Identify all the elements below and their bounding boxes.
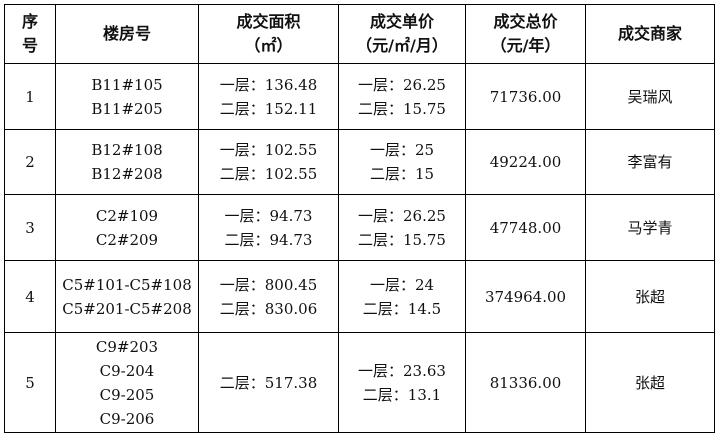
cell-building: C2#109 C2#209 xyxy=(55,194,199,261)
cell-text: C2#209 xyxy=(95,230,159,249)
header-serial: 序号 xyxy=(4,4,56,64)
header-text: 成交商家 xyxy=(617,24,682,43)
cell-text: 二层：14.5 xyxy=(362,299,442,318)
cell-text: 二层：94.73 xyxy=(224,230,313,249)
header-total-price: 成交总价 （元/年） xyxy=(465,4,586,64)
cell-text: C9#203 xyxy=(95,337,159,356)
cell-text: 李富有 xyxy=(627,153,673,171)
cell-unit-price: 一层：26.25 二层：15.75 xyxy=(338,194,466,261)
header-text: 成交面积 xyxy=(236,12,301,31)
table-row: 1 B11#105 B11#205 一层：136.48 二层：152.11 一层：26.2… xyxy=(4,63,715,130)
cell-text: B11#105 xyxy=(91,75,163,94)
cell-text: 马学青 xyxy=(627,218,673,237)
cell-text: 一层：23.63 xyxy=(358,361,446,380)
cell-text: 4 xyxy=(25,287,35,306)
cell-merchant: 张超 xyxy=(585,332,715,433)
cell-area: 一层：136.48 二层：152.11 xyxy=(198,63,339,130)
cell-total: 71736.00 xyxy=(465,63,586,130)
table-row: 2 B12#108 B12#208 一层：102.55 二层：102.55 一层：25 二层… xyxy=(4,129,715,195)
cell-text: 二层：15.75 xyxy=(358,230,446,249)
cell-merchant: 李富有 xyxy=(585,129,715,195)
cell-text: 81336.00 xyxy=(489,373,562,392)
cell-no: 1 xyxy=(4,63,56,130)
header-text: 号 xyxy=(21,36,38,55)
header-text: 序 xyxy=(21,12,38,31)
cell-text: B11#205 xyxy=(91,99,163,118)
cell-text: 二层：517.38 xyxy=(219,373,318,392)
cell-text: 一层：102.55 xyxy=(219,141,318,159)
cell-text: 47748.00 xyxy=(489,218,562,237)
table-row: 4 C5#101-C5#108 C5#201-C5#208 一层：800.45 二层：8… xyxy=(4,260,715,333)
cell-unit-price: 一层：24 二层：14.5 xyxy=(338,260,466,333)
cell-text: 71736.00 xyxy=(489,87,562,106)
cell-total: 81336.00 xyxy=(465,332,586,433)
cell-no: 5 xyxy=(4,332,56,433)
cell-unit-price: 一层：26.25 二层：15.75 xyxy=(338,63,466,130)
cell-text: B12#108 xyxy=(91,141,163,159)
cell-unit-price: 一层：23.63 二层：13.1 xyxy=(338,332,466,433)
cell-text: 一层：26.25 xyxy=(358,75,446,94)
cell-text: 1 xyxy=(25,87,35,106)
cell-total: 49224.00 xyxy=(465,129,586,195)
cell-text: B12#208 xyxy=(91,165,163,183)
cell-total: 47748.00 xyxy=(465,194,586,261)
cell-text: 张超 xyxy=(634,287,665,306)
cell-no: 3 xyxy=(4,194,56,261)
cell-text: 二层：13.1 xyxy=(362,385,442,404)
cell-area: 一层：800.45 二层：830.06 xyxy=(198,260,339,333)
cell-building: C9#203 C9-204 C9-205 C9-206 xyxy=(55,332,199,433)
cell-text: 一层：136.48 xyxy=(219,75,318,94)
cell-unit-price: 一层：25 二层：15 xyxy=(338,129,466,195)
cell-text: 一层：24 xyxy=(369,275,435,294)
cell-text: C5#201-C5#208 xyxy=(62,299,192,318)
cell-text: C9-206 xyxy=(99,409,155,428)
cell-merchant: 张超 xyxy=(585,260,715,333)
cell-text: 吴瑞风 xyxy=(627,87,673,106)
cell-merchant: 吴瑞风 xyxy=(585,63,715,130)
cell-text: 二层：102.55 xyxy=(219,165,318,183)
cell-text: 5 xyxy=(25,373,35,392)
table-row: 3 C2#109 C2#209 一层：94.73 二层：94.73 一层：26.25 二层：… xyxy=(4,194,715,261)
cell-text: 3 xyxy=(25,218,35,237)
cell-area: 一层：102.55 二层：102.55 xyxy=(198,129,339,195)
cell-text: 一层：94.73 xyxy=(224,206,313,225)
header-merchant: 成交商家 xyxy=(585,4,715,64)
cell-text: 一层：25 xyxy=(369,141,435,159)
cell-area: 一层：94.73 二层：94.73 xyxy=(198,194,339,261)
cell-text: 二层：152.11 xyxy=(219,99,318,118)
header-building: 楼房号 xyxy=(55,4,199,64)
cell-text: C9-204 xyxy=(99,361,155,380)
header-text: 成交单价 xyxy=(369,12,434,31)
header-text: （元/㎡/月） xyxy=(356,36,448,55)
cell-text: 二层：15 xyxy=(369,165,435,183)
header-text: 楼房号 xyxy=(102,24,151,43)
table-row: 5 C9#203 C9-204 C9-205 C9-206 二层：517.38 一层：23.… xyxy=(4,332,715,433)
cell-no: 4 xyxy=(4,260,56,333)
cell-text: 2 xyxy=(25,153,35,171)
cell-area: 二层：517.38 xyxy=(198,332,339,433)
header-row: 序号 楼房号 成交面积 （㎡） 成交单价 （元/㎡/月） 成交总价 （元/年） 成交商家 xyxy=(4,4,715,64)
header-text: 成交总价 xyxy=(493,12,558,31)
cell-total: 374964.00 xyxy=(465,260,586,333)
cell-building: C5#101-C5#108 C5#201-C5#208 xyxy=(55,260,199,333)
header-text: （元/年） xyxy=(490,36,561,55)
header-text: （㎡） xyxy=(244,36,293,55)
cell-no: 2 xyxy=(4,129,56,195)
cell-text: 二层：15.75 xyxy=(358,99,446,118)
header-unit-price: 成交单价 （元/㎡/月） xyxy=(338,4,466,64)
cell-text: 二层：830.06 xyxy=(219,299,318,318)
transaction-table: 序号 楼房号 成交面积 （㎡） 成交单价 （元/㎡/月） 成交总价 （元/年） 成交商家 1 B1… xyxy=(4,4,715,433)
header-area: 成交面积 （㎡） xyxy=(198,4,339,64)
cell-text: 374964.00 xyxy=(484,287,567,306)
cell-text: 一层：800.45 xyxy=(219,275,318,294)
cell-text: 49224.00 xyxy=(489,153,562,171)
cell-text: 张超 xyxy=(634,373,665,392)
cell-text: 一层：26.25 xyxy=(358,206,446,225)
cell-building: B12#108 B12#208 xyxy=(55,129,199,195)
cell-text: C2#109 xyxy=(95,206,159,225)
cell-merchant: 马学青 xyxy=(585,194,715,261)
cell-text: C9-205 xyxy=(99,385,155,404)
cell-text: C5#101-C5#108 xyxy=(62,275,192,294)
cell-building: B11#105 B11#205 xyxy=(55,63,199,130)
